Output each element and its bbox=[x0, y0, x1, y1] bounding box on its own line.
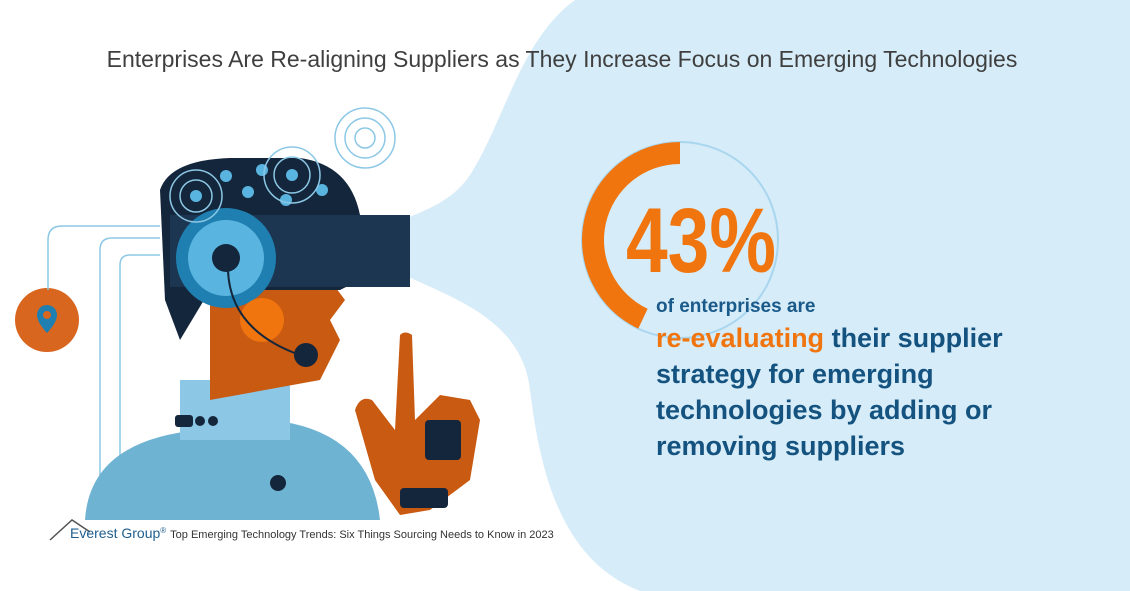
hand bbox=[355, 332, 480, 515]
footer: Everest Group® Top Emerging Technology Tr… bbox=[70, 525, 554, 541]
background-blob bbox=[360, 0, 1130, 591]
stat-intro: of enterprises are bbox=[656, 296, 816, 317]
source: Top Emerging Technology Trends: Six Thin… bbox=[170, 529, 554, 541]
description: their supplier strategy for emerging tec… bbox=[656, 323, 1003, 461]
trademark: ® bbox=[160, 526, 167, 536]
title: Enterprises Are Re-aligning Suppliers as… bbox=[106, 46, 1018, 72]
stat-text: re-evaluating their supplier strategy fo… bbox=[656, 320, 1036, 464]
stat-label: 43% bbox=[626, 190, 776, 292]
body bbox=[85, 420, 380, 520]
donut-arc bbox=[582, 142, 680, 329]
pin bbox=[15, 288, 79, 352]
brand: Everest Group bbox=[70, 525, 161, 541]
highlight: re-evaluating bbox=[656, 323, 825, 353]
